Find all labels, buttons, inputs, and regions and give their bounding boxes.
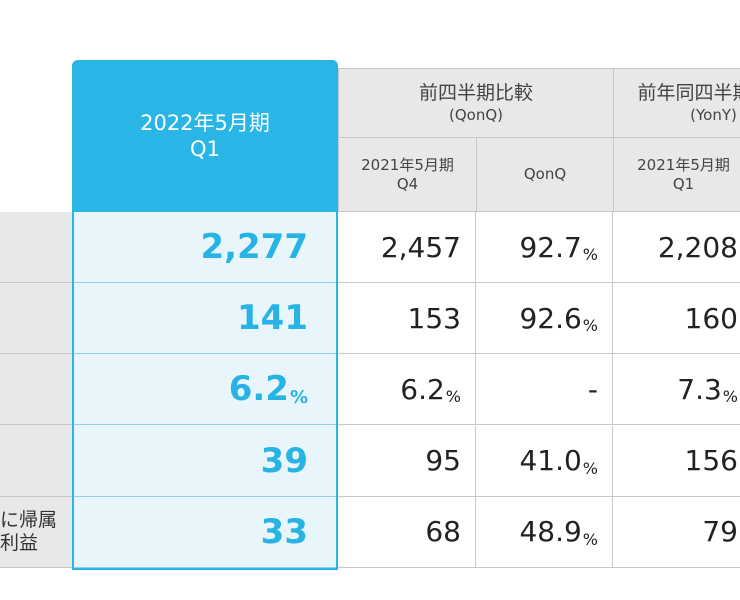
unit: %: [582, 245, 598, 264]
value-cell: 95: [338, 425, 476, 497]
value: 6.2: [400, 372, 445, 406]
value: 79: [702, 515, 738, 549]
value: 33: [260, 511, 308, 552]
row-label: に帰属 利益: [0, 497, 72, 568]
header-text: 前年同四半期比較: [637, 81, 740, 104]
value: 156: [684, 444, 738, 478]
value: 2,457: [380, 230, 461, 264]
value-cell: 160: [613, 283, 740, 355]
unit: %: [289, 387, 308, 409]
value-cell: 92.7%: [476, 212, 613, 283]
value: -: [587, 372, 598, 406]
value-cell: 92.6%: [476, 283, 613, 355]
value: 68: [425, 515, 461, 549]
value: 160: [684, 301, 738, 335]
value-cell: 7.3%: [613, 354, 740, 426]
label-text: 利益: [0, 532, 39, 555]
header-text: 2021年5月期: [637, 155, 730, 174]
value: 95: [425, 444, 461, 478]
row-line: [0, 282, 72, 283]
group-header: 前四半期比較 (QonQ): [338, 68, 613, 138]
value-cell: 153: [338, 283, 476, 355]
header-text: 前四半期比較: [418, 81, 533, 104]
row-line: [0, 495, 72, 497]
unit: %: [445, 387, 461, 407]
header-text: Q1: [190, 137, 220, 161]
value: 92.6: [519, 301, 582, 335]
highlight-body: [72, 212, 338, 570]
header-text: QonQ: [523, 165, 567, 184]
header-text: 2022年5月期: [140, 110, 270, 135]
value-cell: -: [476, 354, 613, 426]
current-cell: 141: [72, 283, 338, 355]
current-cell: 39: [72, 426, 338, 497]
value: 92.7: [519, 230, 582, 264]
unit: %: [722, 387, 738, 407]
current-cell: 33: [72, 497, 338, 568]
value: 39: [260, 440, 308, 481]
value: 6.2: [228, 369, 289, 410]
value: 7.3: [677, 372, 722, 406]
value-cell: 41.0%: [476, 425, 613, 497]
value-cell: 68: [338, 496, 476, 568]
row-line: [0, 424, 72, 426]
value-cell: 48.9%: [476, 496, 613, 568]
unit: %: [582, 316, 598, 336]
value-cell: 6.2%: [338, 354, 476, 426]
value: 2,277: [200, 227, 308, 267]
value-cell: 2,208: [613, 212, 740, 283]
row-line: [0, 566, 72, 568]
value: 141: [237, 298, 308, 339]
value: 153: [407, 301, 461, 335]
value: 2,208: [657, 230, 738, 264]
sub-header: 2021年5月期 Q1: [613, 138, 740, 212]
header-text: 2021年5月期: [361, 155, 454, 174]
highlight-header: 2022年5月期 Q1: [72, 60, 338, 212]
value: 41.0: [519, 444, 582, 478]
value-cell: 2,457: [338, 212, 476, 283]
current-cell: 6.2%: [72, 354, 338, 426]
header-text: (QonQ): [448, 105, 503, 124]
header-text: Q1: [672, 174, 695, 193]
label-text: に帰属: [0, 508, 58, 531]
value: 48.9: [519, 515, 582, 549]
current-cell: 2,277: [72, 212, 338, 283]
sub-header: 2021年5月期 Q4: [338, 138, 476, 212]
row-line: [0, 353, 72, 355]
unit: %: [582, 458, 598, 478]
header-text: (YonY): [690, 105, 737, 124]
sub-header: QonQ: [476, 138, 613, 212]
header-text: Q4: [396, 174, 419, 193]
unit: %: [582, 529, 598, 549]
label-column: [0, 212, 72, 568]
value-cell: 156: [613, 426, 740, 497]
highlight-border: [72, 60, 338, 570]
group-header: 前年同四半期比較(YonY): [613, 68, 740, 138]
value-cell: 79: [613, 497, 740, 568]
